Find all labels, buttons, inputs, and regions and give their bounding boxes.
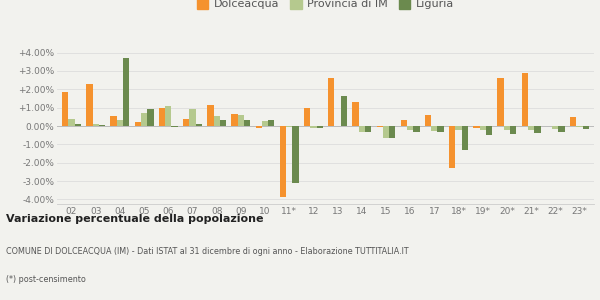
Bar [165, 106, 172, 126]
Bar [159, 108, 165, 126]
Bar [449, 126, 455, 168]
Bar [286, 126, 292, 127]
Bar [172, 126, 178, 127]
Bar [328, 78, 334, 126]
Text: Variazione percentuale della popolazione: Variazione percentuale della popolazione [6, 214, 263, 224]
Bar [190, 109, 196, 126]
Bar [238, 115, 244, 126]
Bar [117, 121, 123, 126]
Bar [134, 122, 141, 126]
Bar [304, 108, 310, 126]
Bar [377, 126, 383, 127]
Bar [437, 126, 444, 131]
Bar [110, 116, 117, 126]
Bar [62, 92, 68, 126]
Bar [583, 126, 589, 129]
Bar [455, 126, 461, 130]
Bar [244, 120, 250, 126]
Legend: Dolceacqua, Provincia di IM, Liguria: Dolceacqua, Provincia di IM, Liguria [193, 0, 458, 14]
Bar [99, 125, 105, 126]
Bar [534, 126, 541, 133]
Bar [292, 126, 299, 183]
Bar [407, 126, 413, 130]
Bar [510, 126, 517, 134]
Bar [521, 73, 528, 126]
Bar [528, 126, 534, 130]
Bar [352, 102, 359, 126]
Bar [123, 58, 130, 126]
Bar [504, 126, 510, 130]
Bar [570, 117, 577, 126]
Bar [268, 121, 274, 126]
Bar [92, 124, 99, 126]
Bar [310, 126, 317, 128]
Bar [317, 126, 323, 128]
Bar [196, 124, 202, 126]
Bar [74, 124, 81, 126]
Bar [401, 121, 407, 126]
Bar [147, 109, 154, 126]
Bar [365, 126, 371, 132]
Bar [479, 126, 486, 130]
Bar [497, 78, 504, 126]
Bar [359, 126, 365, 131]
Bar [461, 126, 468, 150]
Bar [86, 84, 92, 126]
Bar [413, 126, 419, 131]
Bar [431, 126, 437, 130]
Bar [141, 113, 147, 126]
Bar [389, 126, 395, 138]
Bar [425, 115, 431, 126]
Bar [383, 126, 389, 138]
Bar [280, 126, 286, 197]
Bar [207, 105, 214, 126]
Bar [183, 119, 190, 126]
Bar [341, 96, 347, 126]
Bar [256, 126, 262, 128]
Bar [552, 126, 559, 129]
Bar [220, 120, 226, 126]
Bar [232, 114, 238, 126]
Text: (*) post-censimento: (*) post-censimento [6, 274, 86, 284]
Bar [473, 126, 479, 128]
Text: COMUNE DI DOLCEACQUA (IM) - Dati ISTAT al 31 dicembre di ogni anno - Elaborazion: COMUNE DI DOLCEACQUA (IM) - Dati ISTAT a… [6, 248, 409, 256]
Bar [68, 119, 74, 126]
Bar [577, 126, 583, 127]
Bar [486, 126, 492, 135]
Bar [214, 116, 220, 126]
Bar [262, 122, 268, 126]
Bar [559, 126, 565, 132]
